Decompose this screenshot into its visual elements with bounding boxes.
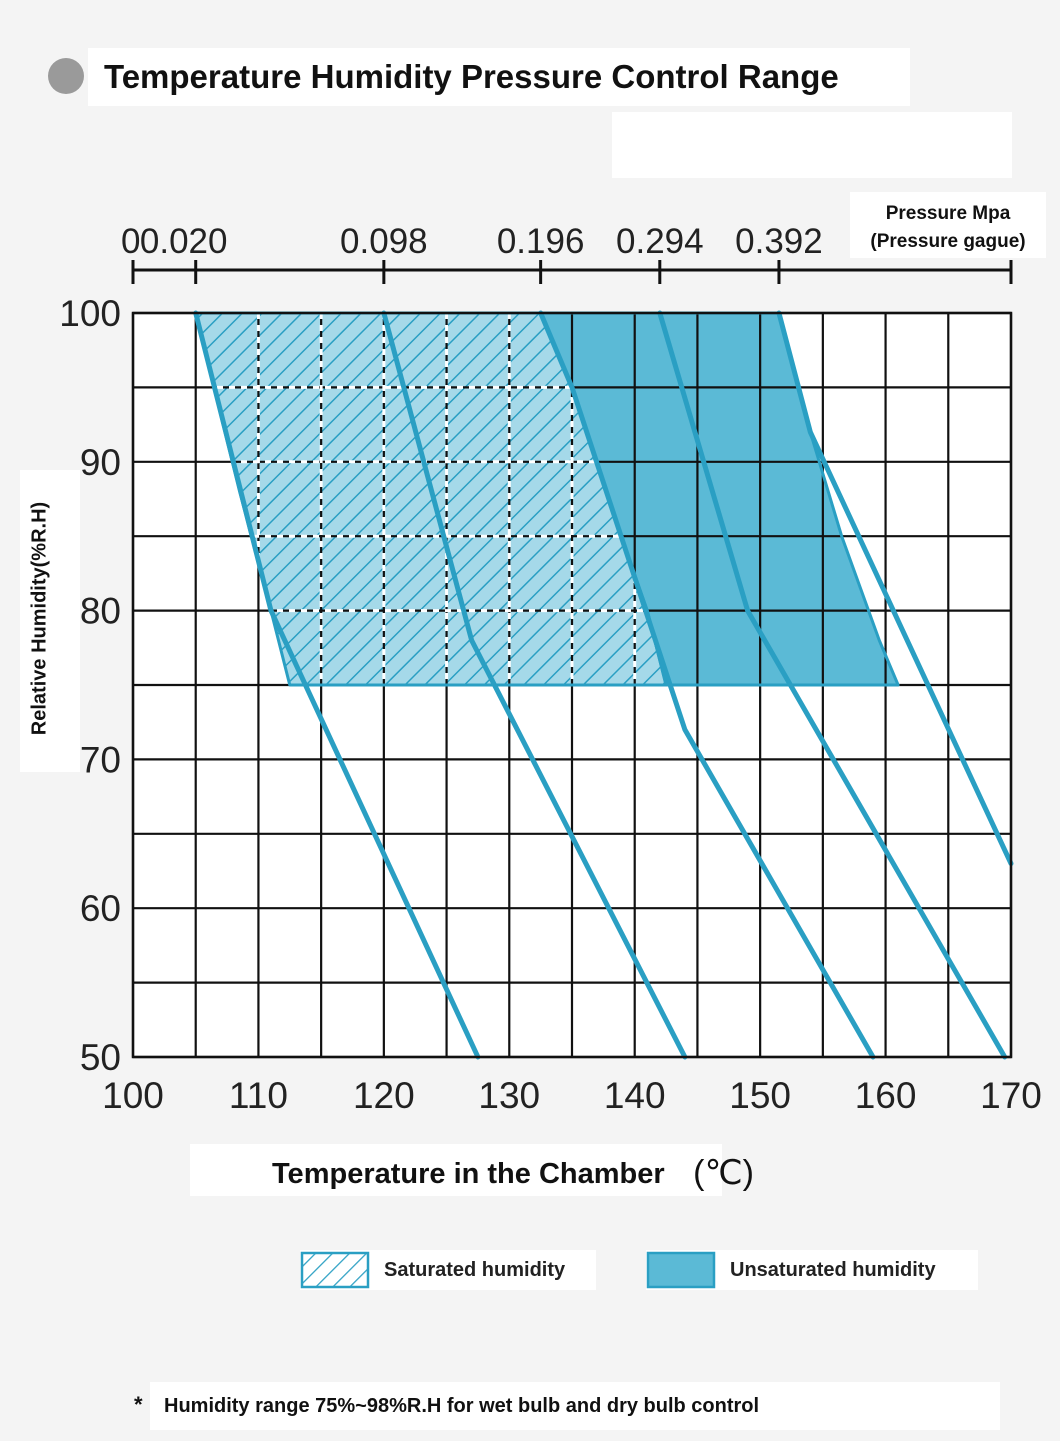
top-tick-label: 0.020 (140, 222, 228, 261)
pressure-line-4 (657, 310, 1008, 1060)
x-tick-label: 140 (604, 1075, 666, 1116)
pressure-line-2 (381, 310, 688, 1060)
pressure-label-background (850, 192, 1046, 258)
footnote-background (150, 1382, 1000, 1430)
x-tick-label: 100 (102, 1075, 164, 1116)
legend-saturated: Saturated humidity (300, 1250, 596, 1290)
x-tick-label: 110 (229, 1075, 288, 1116)
x-tick-label: 130 (478, 1075, 540, 1116)
y-label-background (20, 470, 80, 772)
top-tick-label: 0.294 (616, 222, 704, 261)
x-axis-unit: (℃) (693, 1154, 754, 1192)
footnote-star: * (134, 1392, 143, 1417)
pressure-line-5 (776, 310, 1014, 867)
top-axis-title: Pressure Mpa (Pressure gague) (856, 200, 1040, 256)
top-axis-title-line2: (Pressure gague) (870, 231, 1026, 252)
y-tick-label: 100 (59, 293, 121, 334)
bullet-icon (48, 58, 84, 94)
region-unsaturated-humidity (540, 313, 899, 685)
x-tick-label: 160 (855, 1075, 917, 1116)
x-tick-label: 120 (353, 1075, 415, 1116)
top-tick-label: 0 (121, 222, 140, 261)
y-axis-title: Relative Humidity(%R.H) (28, 501, 51, 736)
legend-saturated-label: Saturated humidity (384, 1258, 566, 1281)
x-axis-title: Temperature in the Chamber (272, 1158, 665, 1190)
x-axis-title-group: Temperature in the Chamber (℃) (272, 1152, 754, 1192)
chart-title: Temperature Humidity Pressure Control Ra… (104, 58, 839, 95)
y-tick-label: 50 (80, 1037, 121, 1078)
legend-hatched-swatch (300, 1251, 370, 1289)
top-tick-label: 0.392 (735, 222, 823, 261)
top-tick-label: 0.098 (340, 222, 428, 261)
x-label-background (190, 1144, 722, 1196)
y-tick-label: 60 (80, 888, 121, 929)
footnote-text: Humidity range 75%~98%R.H for wet bulb a… (164, 1395, 760, 1417)
pressure-line-1 (193, 310, 481, 1060)
x-tick-label: 150 (729, 1075, 791, 1116)
decorative-patch (612, 112, 1012, 178)
pressure-line-3 (538, 310, 876, 1060)
legend-unsaturated-label: Unsaturated humidity (730, 1258, 936, 1281)
top-tick-label: 0.196 (497, 222, 585, 261)
top-axis-title-line1: Pressure Mpa (885, 203, 1011, 224)
legend-solid-swatch (646, 1251, 716, 1289)
y-tick-label: 90 (80, 442, 121, 483)
plot-border (131, 311, 1013, 1059)
y-tick-label: 80 (80, 591, 121, 632)
title-background (88, 48, 910, 106)
legend-unsaturated: Unsaturated humidity (646, 1250, 978, 1290)
y-tick-label: 70 (80, 739, 121, 780)
region-saturated-humidity (195, 313, 667, 685)
x-tick-label: 170 (980, 1075, 1042, 1116)
